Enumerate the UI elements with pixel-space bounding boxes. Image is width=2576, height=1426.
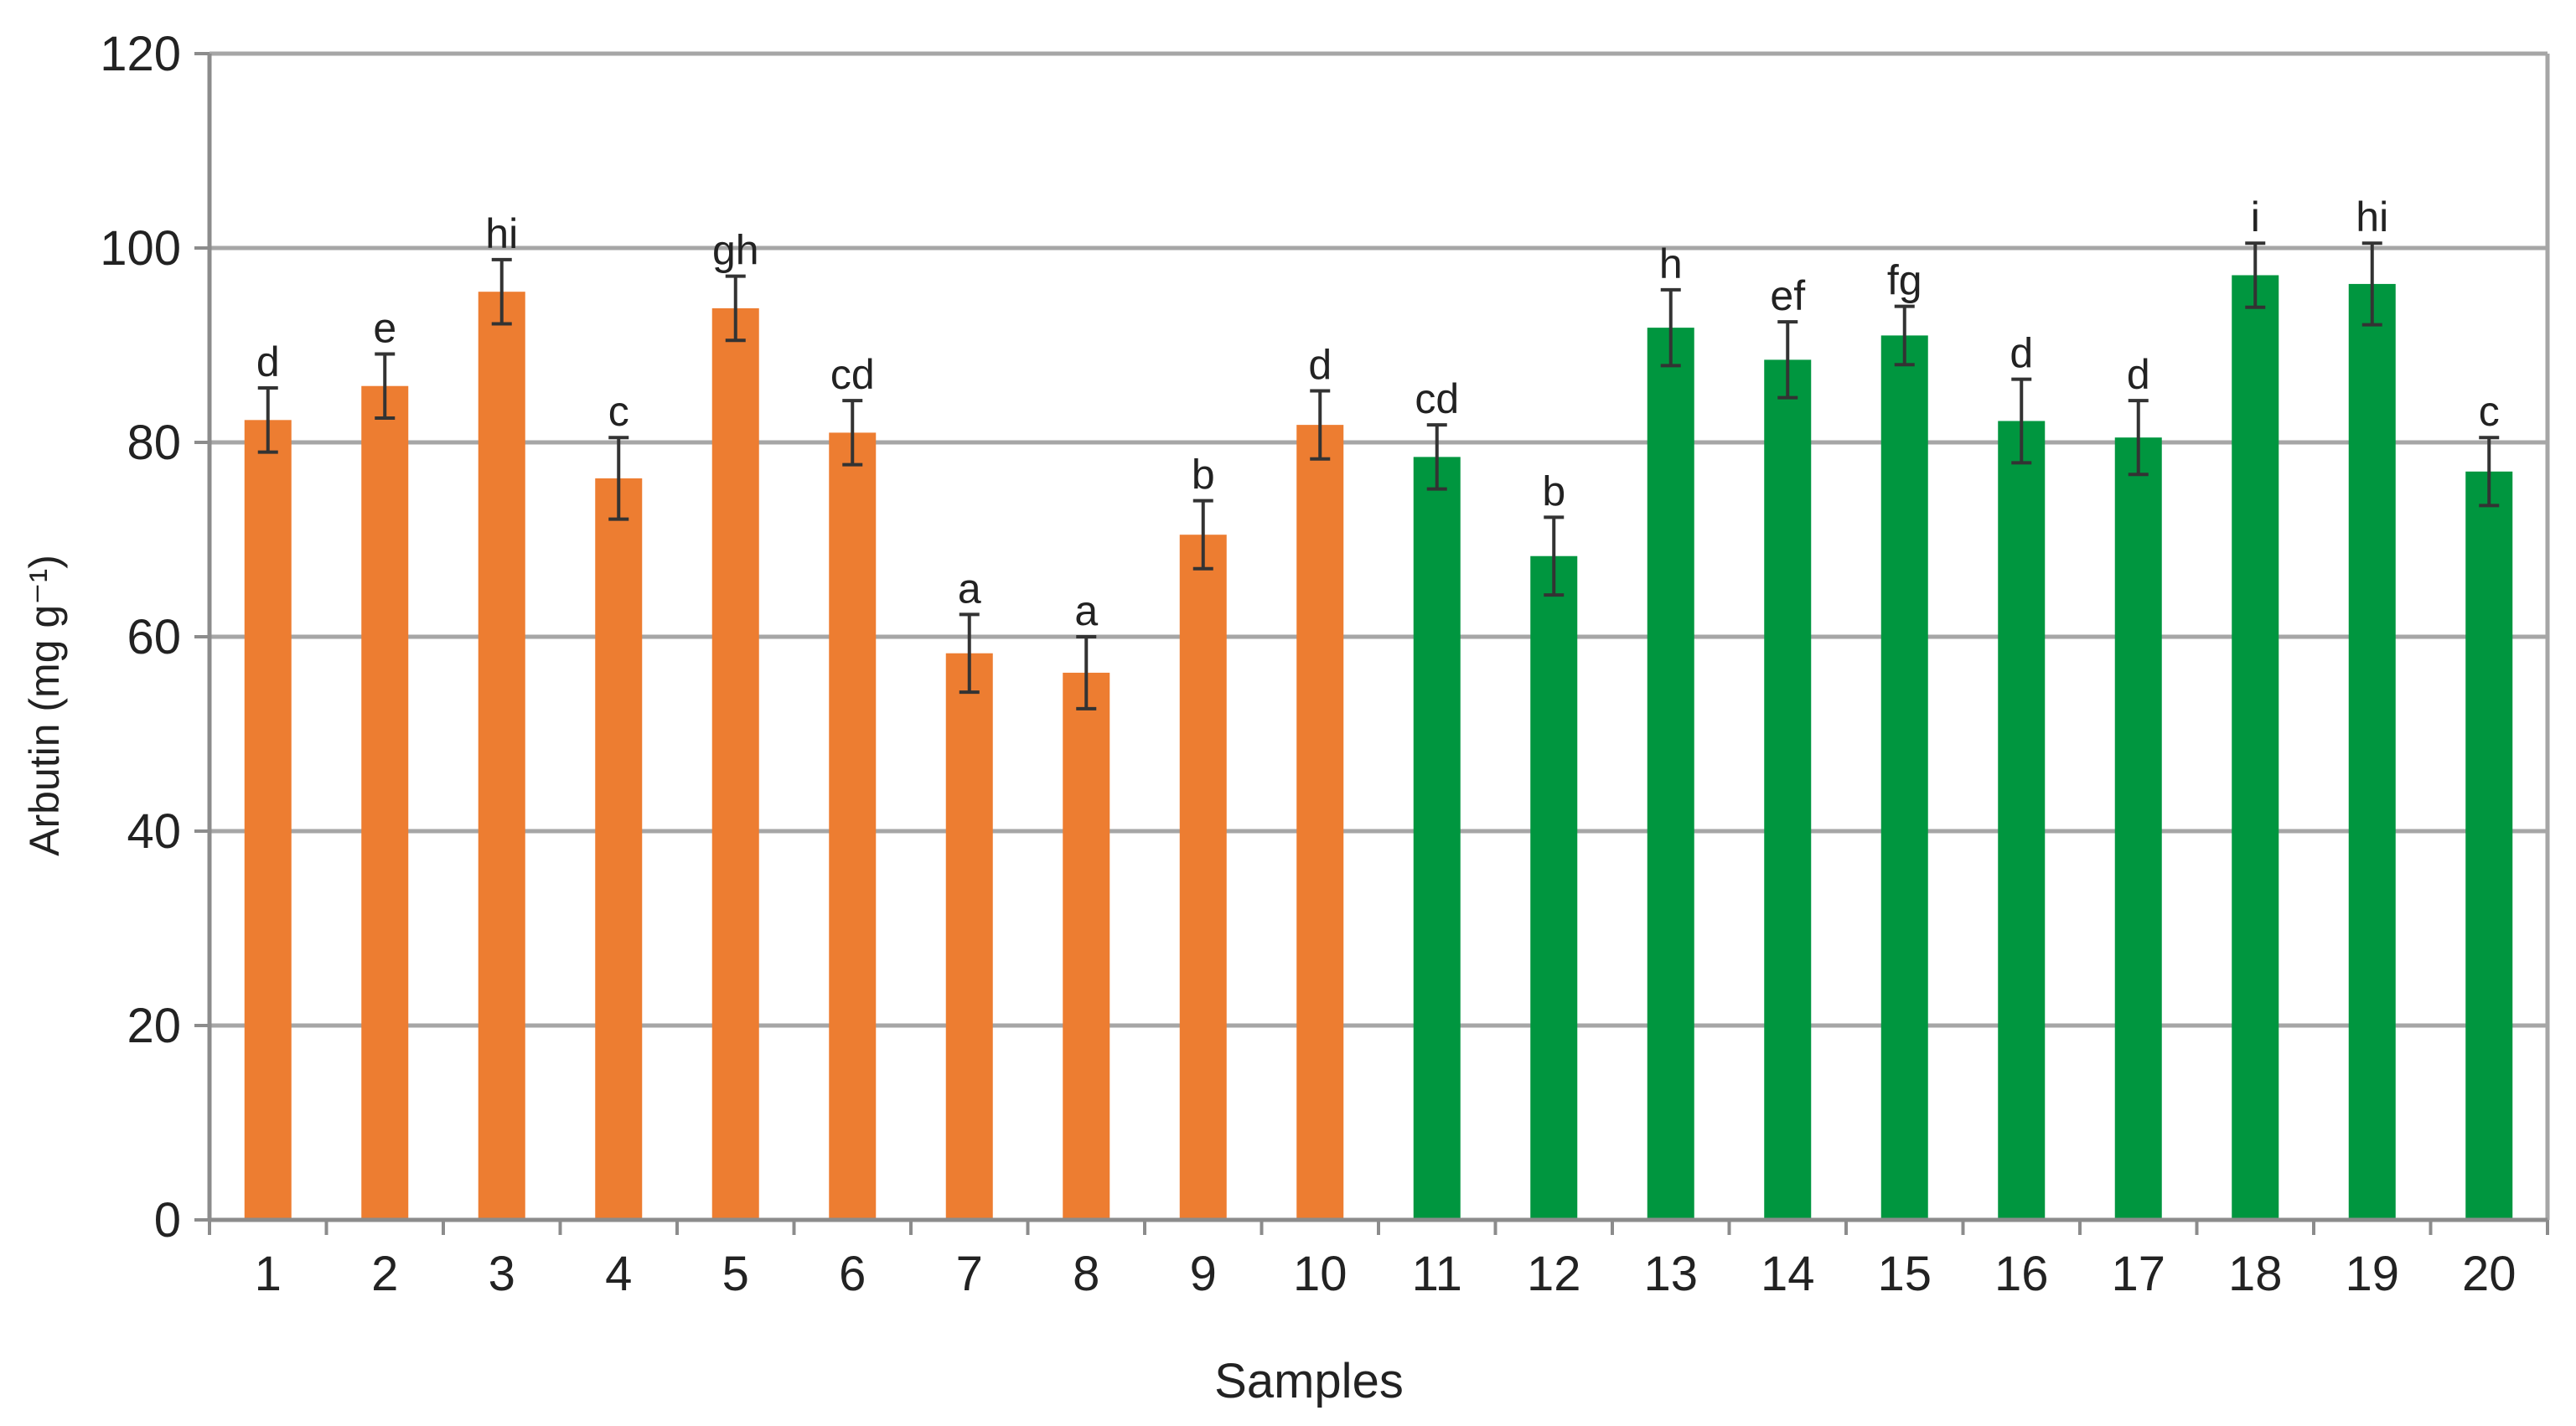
bar bbox=[2465, 471, 2513, 1220]
bar bbox=[2114, 437, 2162, 1220]
significance-letter: cd bbox=[1415, 375, 1459, 422]
x-tick-label: 8 bbox=[1073, 1247, 1099, 1301]
significance-letter: i bbox=[2251, 194, 2260, 240]
x-tick-label: 16 bbox=[1994, 1247, 2049, 1301]
significance-letter: hi bbox=[485, 210, 518, 257]
y-tick-label: 0 bbox=[154, 1193, 181, 1248]
bar bbox=[2348, 283, 2396, 1220]
x-tick-label: 2 bbox=[371, 1247, 398, 1301]
bar bbox=[1530, 555, 1578, 1220]
x-tick-label: 4 bbox=[605, 1247, 632, 1301]
significance-letter: e bbox=[373, 304, 396, 351]
significance-letter: hi bbox=[2356, 194, 2388, 240]
grid-layer bbox=[209, 51, 2550, 1220]
x-tick-label: 9 bbox=[1190, 1247, 1217, 1301]
x-tick-label: 17 bbox=[2111, 1247, 2165, 1301]
significance-letter: cd bbox=[830, 351, 875, 398]
x-tick-label: 6 bbox=[839, 1247, 866, 1301]
x-tick-label: 14 bbox=[1761, 1247, 1815, 1301]
x-tick-label: 12 bbox=[1527, 1247, 1581, 1301]
x-tick-label: 5 bbox=[722, 1247, 749, 1301]
significance-letter: d bbox=[2127, 351, 2150, 398]
error-bar-layer bbox=[257, 241, 2500, 710]
annotation-layer: d e hi c gh cd a a b d cd b h ef fg d d i hi c bbox=[256, 194, 2500, 634]
bar bbox=[711, 307, 759, 1220]
y-tick-label: 40 bbox=[127, 804, 181, 859]
y-axis-title: Arbutin (mg g⁻¹) bbox=[21, 555, 68, 856]
significance-letter: b bbox=[1192, 452, 1215, 499]
x-tick-label: 20 bbox=[2462, 1247, 2517, 1301]
y-tick-label: 60 bbox=[127, 610, 181, 664]
significance-letter: d bbox=[2010, 330, 2033, 377]
significance-letter: a bbox=[958, 565, 981, 612]
bar-layer bbox=[244, 275, 2513, 1221]
x-tick-label: 3 bbox=[489, 1247, 515, 1301]
bar bbox=[361, 385, 409, 1221]
bar bbox=[2232, 275, 2279, 1221]
significance-letter: fg bbox=[1887, 257, 1922, 304]
bar bbox=[1764, 359, 1812, 1220]
y-tick-label: 100 bbox=[100, 221, 181, 276]
x-tick-label: 11 bbox=[1412, 1247, 1462, 1301]
significance-letter: h bbox=[1659, 240, 1683, 287]
significance-letter: ef bbox=[1770, 272, 1805, 319]
bar bbox=[1647, 328, 1694, 1220]
bar bbox=[1413, 457, 1461, 1220]
bar bbox=[1296, 425, 1344, 1220]
y-tick-label: 80 bbox=[127, 416, 181, 470]
significance-letter: gh bbox=[712, 227, 759, 274]
x-tick-label: 18 bbox=[2228, 1247, 2283, 1301]
significance-letter: d bbox=[256, 338, 280, 385]
x-tick-label: 1 bbox=[255, 1247, 282, 1301]
y-tick-label: 120 bbox=[100, 27, 181, 81]
y-tick-label: 20 bbox=[127, 999, 181, 1053]
bar bbox=[1998, 421, 2046, 1221]
bar bbox=[595, 478, 643, 1220]
x-tick-label: 13 bbox=[1643, 1247, 1698, 1301]
significance-letter: b bbox=[1542, 468, 1565, 514]
significance-letter: c bbox=[608, 388, 629, 435]
x-tick-label: 19 bbox=[2345, 1247, 2399, 1301]
significance-letter: c bbox=[2479, 388, 2500, 435]
significance-letter: d bbox=[1308, 342, 1332, 389]
significance-letter: a bbox=[1074, 587, 1098, 634]
bar bbox=[1880, 335, 1928, 1220]
bar bbox=[244, 420, 292, 1220]
bar bbox=[945, 653, 993, 1220]
bar bbox=[1063, 672, 1110, 1220]
bar bbox=[829, 432, 877, 1220]
x-tick-label: 7 bbox=[956, 1247, 983, 1301]
bar bbox=[1179, 535, 1227, 1220]
bar bbox=[478, 292, 525, 1221]
x-tick-label: 10 bbox=[1293, 1247, 1347, 1301]
x-axis-title: Samples bbox=[1214, 1354, 1404, 1408]
x-tick-label: 15 bbox=[1877, 1247, 1932, 1301]
